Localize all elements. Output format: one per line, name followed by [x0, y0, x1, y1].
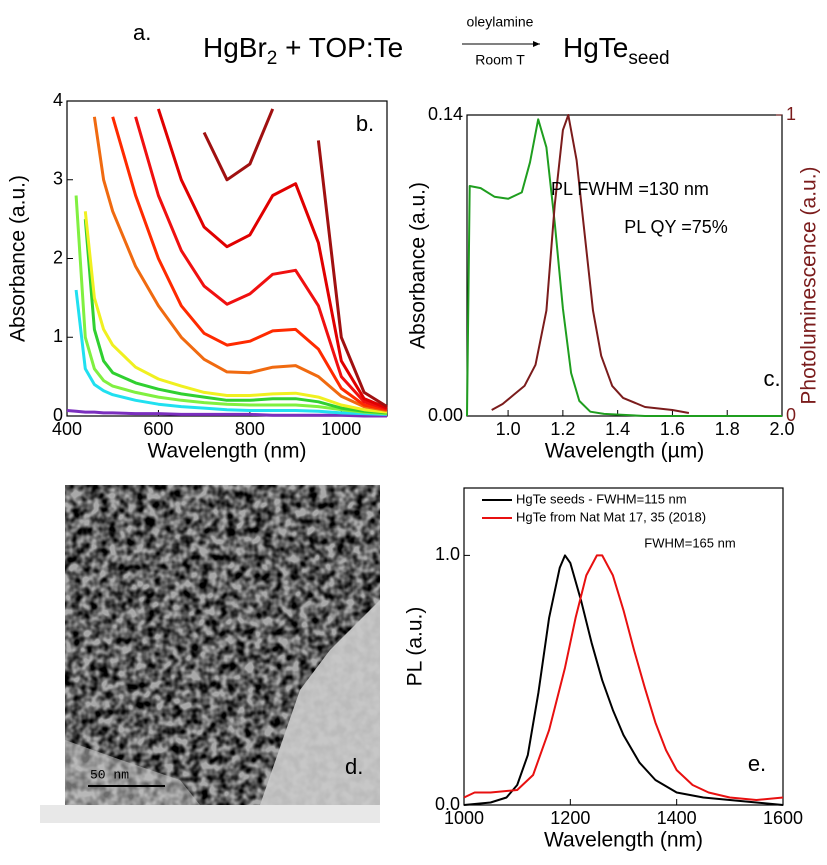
annotation: PL FWHM =130 nm [551, 179, 709, 199]
series-line [66, 409, 387, 418]
x-axis-label: Wavelength (µm) [545, 440, 705, 463]
arrow-label: Room T [475, 52, 525, 68]
annotation: FWHM=165 nm [644, 535, 735, 550]
x-tick-label: 2.0 [769, 419, 794, 439]
panel-label: e. [748, 751, 766, 776]
y-axis-label: Absorbance (a.u.) [7, 175, 30, 342]
x-tick-label: 1.6 [660, 419, 685, 439]
series-line [111, 116, 388, 412]
scale-bar-label: 50 nm [90, 767, 129, 782]
x-tick-label: 1600 [763, 808, 803, 828]
x-tick-label: 1.0 [496, 419, 521, 439]
panel-label: b. [356, 111, 374, 136]
series-line [74, 195, 388, 416]
x-tick-label: 1000 [321, 419, 361, 439]
tem-image [65, 485, 380, 805]
series-line [83, 211, 388, 414]
tem-empty-region [260, 600, 380, 805]
reaction: HgBr2 + TOP:Te [203, 32, 403, 69]
y2-tick-label: 0 [786, 405, 796, 425]
series-line [463, 554, 784, 801]
plot-frame [463, 487, 784, 806]
y-tick-label: 1.0 [435, 544, 460, 564]
y-tick-label: 0.00 [428, 405, 463, 425]
x-tick-label: 400 [52, 419, 82, 439]
x-axis-label: Wavelength (nm) [544, 829, 703, 852]
x-tick-label: 800 [235, 419, 265, 439]
series-line [74, 289, 388, 416]
product-name: HgTe [563, 32, 628, 63]
y2-tick-label: 1 [786, 104, 796, 124]
panel-label: d. [345, 754, 363, 779]
reactant: HgBr [203, 32, 267, 63]
panel-label: c. [763, 366, 780, 391]
subscript: 2 [267, 48, 278, 69]
y-tick-label: 4 [53, 90, 63, 110]
arrow-head [533, 41, 540, 47]
series-line [156, 108, 388, 410]
series-line [92, 116, 388, 412]
x-tick-label: 1400 [657, 808, 697, 828]
legend-label: HgTe from Nat Mat 17, 35 (2018) [516, 509, 706, 524]
plot-frame [466, 114, 783, 417]
series-line [202, 108, 388, 408]
series-line [466, 118, 782, 417]
legend-label: HgTe seeds - FWHM=115 nm [516, 491, 687, 506]
y-tick-label: 0 [53, 405, 63, 425]
y-tick-label: 3 [53, 169, 63, 189]
product: HgTeseed [563, 32, 670, 69]
x-tick-label: 1200 [550, 808, 590, 828]
x-tick-label: 1.2 [550, 419, 575, 439]
y-tick-label: 1 [53, 326, 63, 346]
image-strip [40, 805, 380, 823]
x-tick-label: 1000 [444, 808, 484, 828]
y-tick-label: 0.14 [428, 104, 463, 124]
y-tick-label: 0.0 [435, 794, 460, 814]
x-axis-label: Wavelength (nm) [147, 440, 306, 463]
reactant: + TOP:Te [277, 32, 403, 63]
y-tick-label: 2 [53, 247, 63, 267]
series-line [463, 554, 784, 806]
series-line [491, 114, 690, 414]
x-tick-label: 600 [143, 419, 173, 439]
series-line [83, 218, 388, 415]
series-line [134, 116, 388, 411]
y-axis-label: PL (a.u.) [404, 607, 427, 687]
y2-axis-label: Photoluminescence (a.u.) [798, 166, 821, 404]
annotation: PL QY =75% [624, 217, 728, 237]
subscript: seed [628, 48, 669, 69]
tem-empty-region [65, 740, 200, 805]
y-axis-label: Absorbance (a.u.) [407, 182, 430, 349]
panel-label: a. [133, 20, 151, 45]
x-tick-label: 1.8 [715, 419, 740, 439]
x-tick-label: 1.4 [605, 419, 630, 439]
arrow-label: oleylamine [467, 14, 534, 30]
